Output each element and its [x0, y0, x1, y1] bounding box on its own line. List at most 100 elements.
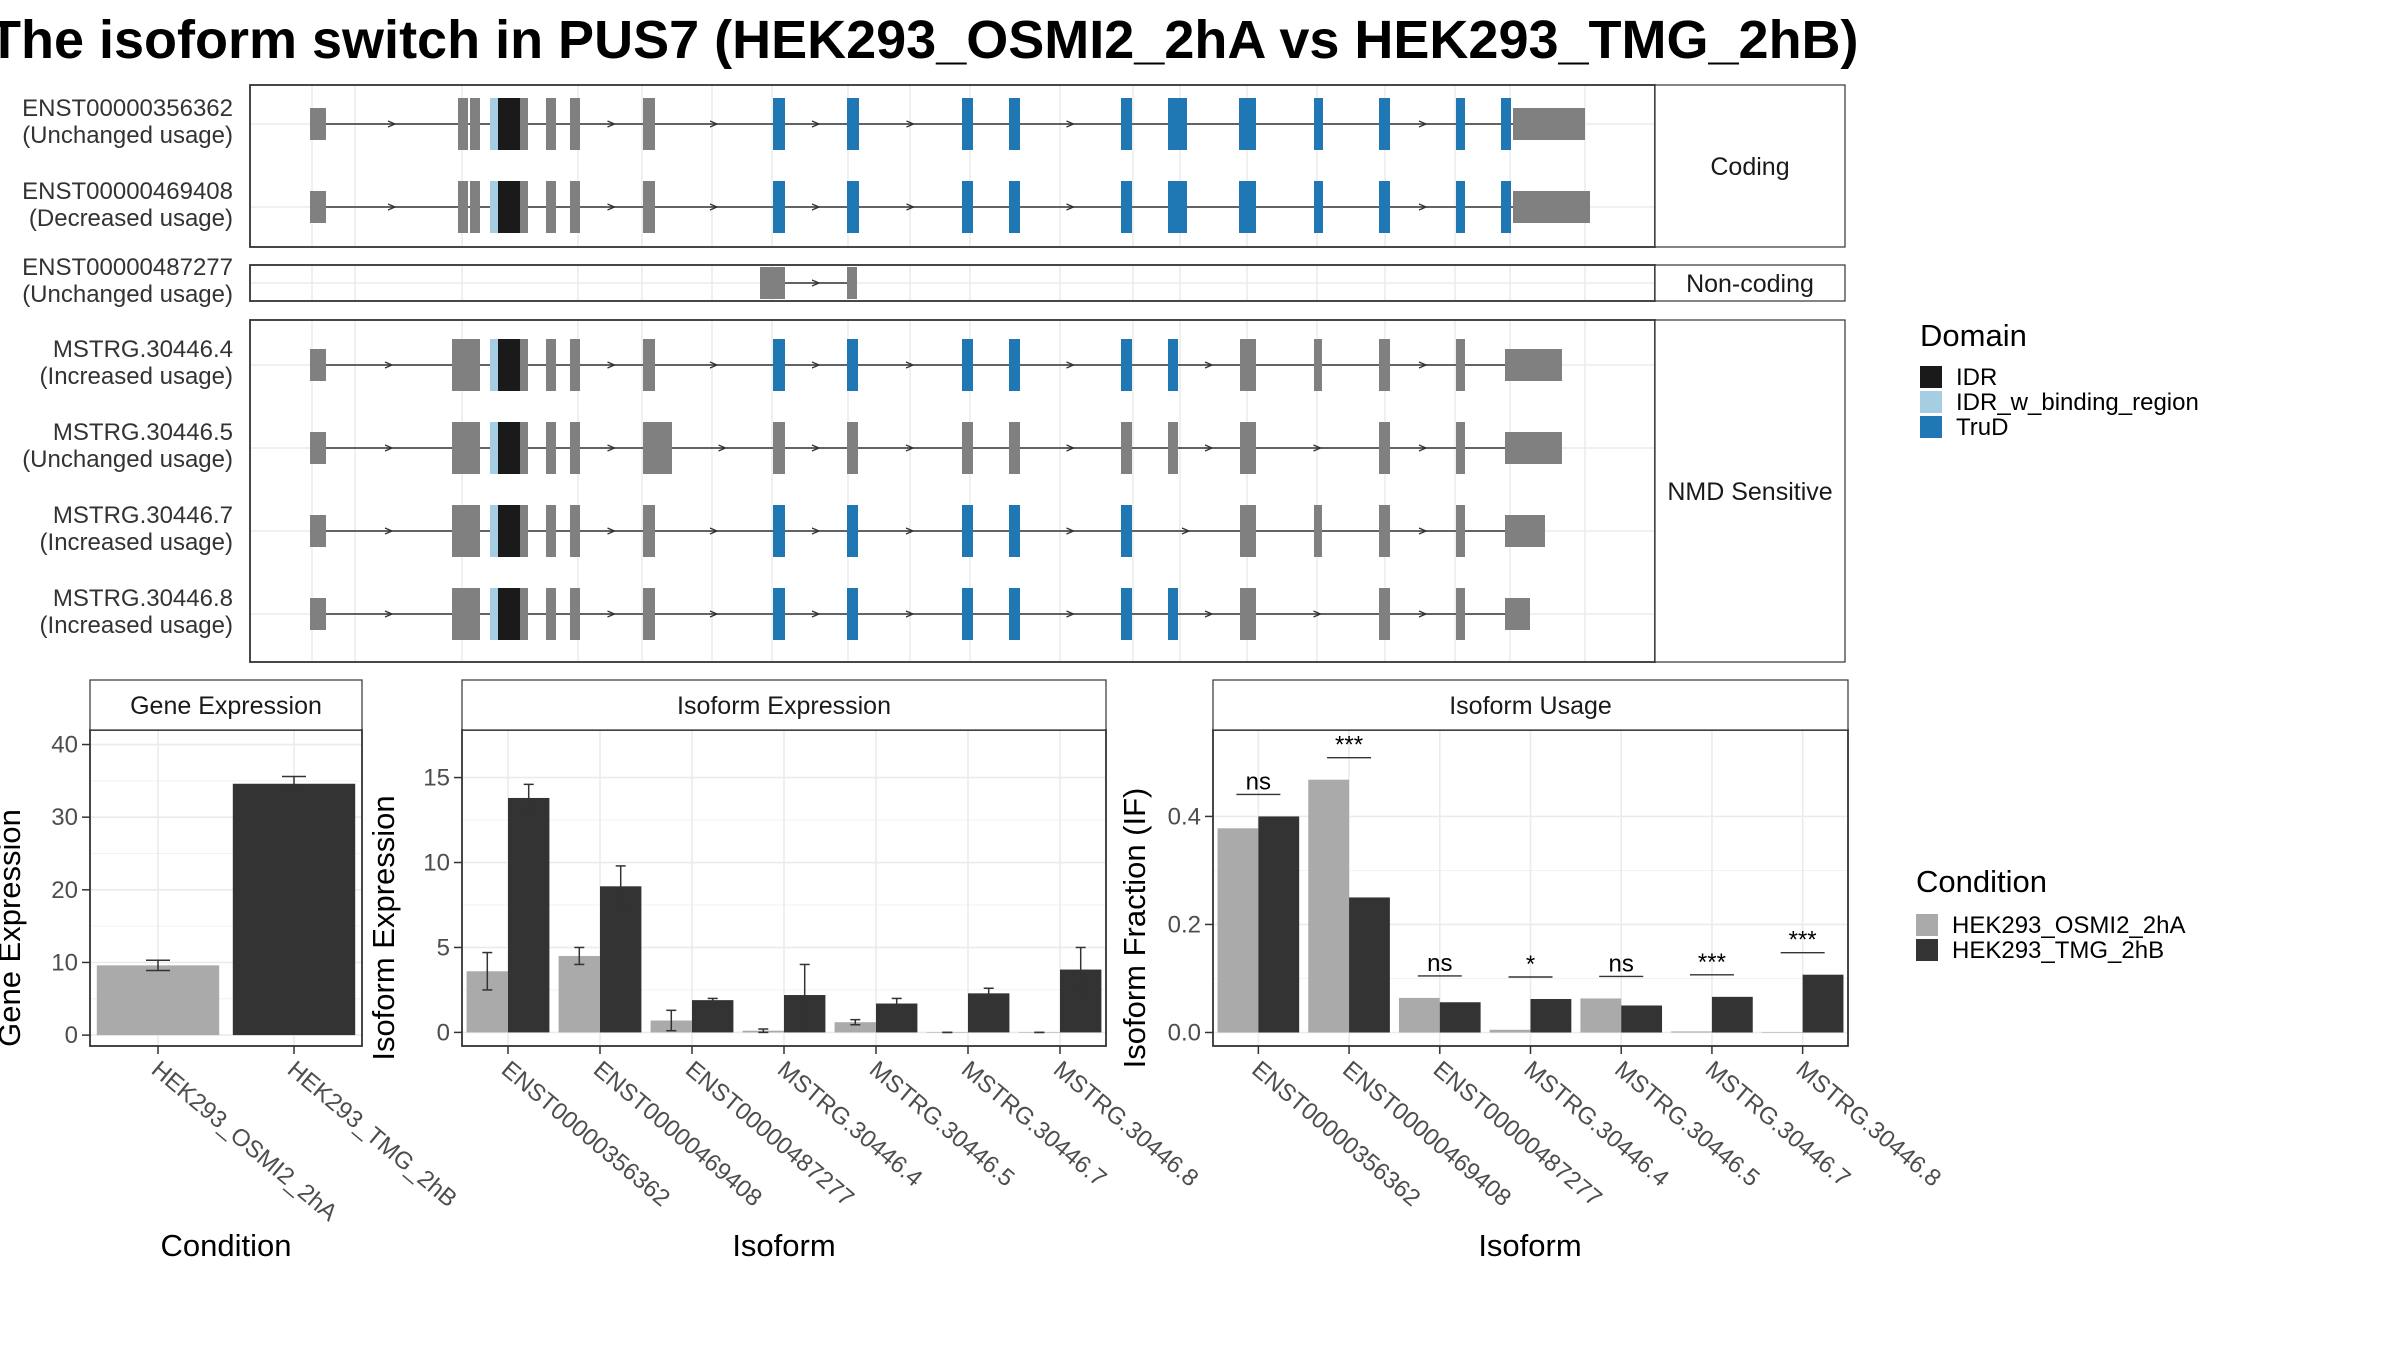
bar [1802, 974, 1844, 1033]
x-tick-label: ENST00000469408 [1337, 1056, 1516, 1212]
intron-direction-arrow [811, 610, 821, 618]
exon [470, 422, 480, 474]
legend-label: HEK293_OSMI2_2hA [1952, 912, 2185, 939]
exon [470, 505, 480, 557]
y-tick-label: 40 [51, 732, 78, 759]
exon [470, 98, 480, 150]
y-tick-label: 15 [423, 765, 450, 792]
exon [962, 505, 973, 557]
bar-panel: Isoform Expression 0 5 10 15 ENST00000356362E… [366, 679, 1203, 1263]
intron-direction-arrow [1418, 610, 1428, 618]
y-tick-label: 0.0 [1168, 1019, 1201, 1046]
exon [1009, 588, 1020, 640]
exon [570, 181, 580, 233]
transcript-usage-label: (Unchanged usage) [22, 281, 233, 308]
intron-direction-arrow [811, 120, 821, 128]
intron-direction-arrow [905, 361, 915, 369]
bar [1530, 999, 1572, 1033]
exon [1456, 181, 1465, 233]
y-tick-label: 0.4 [1168, 803, 1201, 830]
intron-direction-arrow [811, 444, 821, 452]
exon [1379, 339, 1390, 391]
legend-label: HEK293_TMG_2hB [1952, 937, 2164, 964]
intron-direction-arrow [384, 527, 394, 535]
exon [1009, 339, 1020, 391]
exon [1456, 98, 1465, 150]
exon [570, 505, 580, 557]
exon [452, 505, 462, 557]
exon [520, 588, 528, 640]
exon [310, 598, 326, 630]
exon [1505, 349, 1562, 381]
transcript-id-label: MSTRG.30446.8 [53, 585, 233, 612]
exon [1379, 98, 1390, 150]
intron-direction-arrow [1418, 203, 1428, 211]
bar [1580, 998, 1622, 1033]
significance-label: ns [1609, 950, 1634, 977]
bar [1671, 1031, 1712, 1033]
intron-direction-arrow [1418, 444, 1428, 452]
exon [658, 422, 672, 474]
exon [546, 505, 556, 557]
intron-direction-arrow [1418, 527, 1428, 535]
intron-direction-arrow [1418, 361, 1428, 369]
intron-direction-arrow [906, 120, 916, 128]
exon [1456, 339, 1465, 391]
exon [773, 588, 785, 640]
bar [232, 783, 356, 1036]
exon [643, 98, 655, 150]
exon [1379, 588, 1390, 640]
transcript-usage-label: (Unchanged usage) [22, 446, 233, 473]
intron-direction-arrow [1204, 361, 1214, 369]
x-tick-label: ENST00000356362 [496, 1056, 675, 1212]
exon [643, 181, 655, 233]
exon [847, 505, 858, 557]
exon [962, 181, 973, 233]
transcript-id-label: ENST00000469408 [22, 178, 233, 205]
intron-direction-arrow [905, 527, 915, 535]
exon [520, 98, 528, 150]
exon [1168, 422, 1178, 474]
exon [546, 588, 556, 640]
exon [643, 505, 655, 557]
exon [1240, 339, 1256, 391]
panel-strip [89, 679, 363, 731]
legend-title: Condition [1916, 864, 2047, 899]
exon [310, 515, 326, 547]
exon [520, 505, 528, 557]
exon [1314, 505, 1322, 557]
group-strip-label: Coding [1710, 153, 1789, 181]
exon [1513, 191, 1590, 223]
significance-label: ns [1427, 950, 1452, 977]
exon [1009, 505, 1020, 557]
exon [498, 422, 520, 474]
exon [1121, 505, 1132, 557]
exon [1239, 98, 1256, 150]
intron-direction-arrow [709, 120, 719, 128]
exon [570, 98, 580, 150]
exon [1379, 505, 1390, 557]
exon [546, 181, 556, 233]
y-axis-title: Isoform Fraction (IF) [1117, 788, 1152, 1069]
bar [600, 886, 642, 1033]
exon [490, 505, 498, 557]
bar [692, 1000, 734, 1033]
x-axis-title: Isoform [1478, 1228, 1581, 1263]
exon [962, 339, 973, 391]
bar [1711, 996, 1753, 1033]
y-axis-title: Gene Expression [0, 809, 27, 1047]
exon [773, 422, 785, 474]
bar [1398, 997, 1440, 1033]
x-axis-title: Condition [161, 1228, 292, 1263]
legend-key [1916, 914, 1938, 936]
exon [1009, 181, 1020, 233]
exon [1009, 422, 1020, 474]
panel-strip-label: Isoform Usage [1449, 692, 1612, 720]
intron-direction-arrow [906, 203, 916, 211]
significance-label: ns [1246, 768, 1271, 795]
exon [310, 432, 326, 464]
significance-label: *** [1789, 927, 1817, 954]
transcript-id-label: MSTRG.30446.7 [53, 502, 233, 529]
exon [1456, 505, 1465, 557]
